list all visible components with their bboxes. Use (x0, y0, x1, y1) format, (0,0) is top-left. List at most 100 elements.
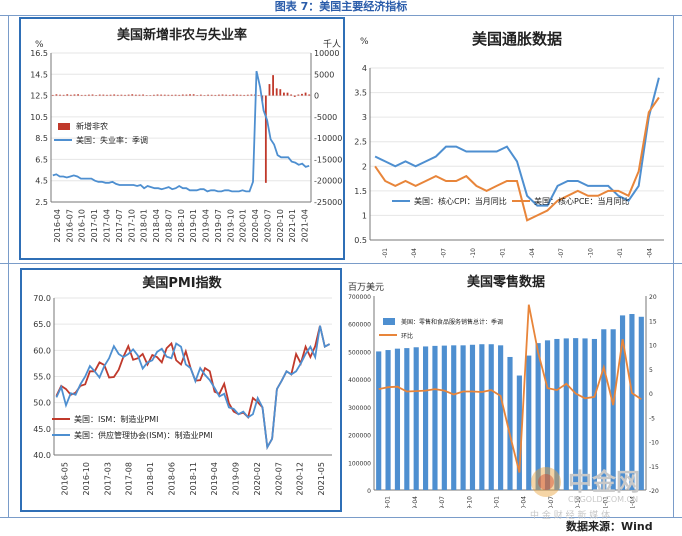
bar (131, 94, 134, 96)
bar (113, 94, 116, 96)
bar (120, 94, 123, 96)
bar (243, 94, 246, 96)
bar (638, 316, 644, 490)
bar (62, 94, 65, 96)
x-tick-label: 2018-04 (152, 209, 161, 242)
watermark-brand: 中金网 (568, 468, 640, 496)
x-tick-label: 2020-10 (588, 248, 595, 258)
bar (160, 94, 163, 96)
y-tick-label: 4.5 (35, 177, 48, 186)
bar (272, 75, 274, 96)
x-tick-label: 2017-10 (127, 209, 136, 242)
x-tick-label: 2017-08 (125, 462, 134, 495)
x-tick-label: 2020-01 (494, 496, 501, 508)
series-line (374, 77, 660, 207)
y-tick-label: 600000 (348, 322, 371, 329)
x-tick-label: 2019-01 (189, 209, 198, 242)
x-tick-label: 2018-01 (140, 209, 149, 242)
bar (149, 95, 152, 96)
inflation-chart-panel: 美国通胀数据% 0.5 1 1.5 2 2.5 3 3.5 4 2019-01 2019-04 201… (352, 18, 672, 273)
chart-title: 美国零售数据 (467, 274, 545, 290)
legend-label: 新增非农 (76, 121, 108, 131)
x-tick-label: 2019-10 (470, 248, 477, 258)
series-line (52, 70, 310, 193)
bar (469, 344, 476, 490)
bar (178, 94, 181, 96)
bar (77, 94, 79, 96)
y2-tick-label: -15000 (314, 155, 342, 164)
right-rule (673, 15, 674, 517)
bar (257, 95, 260, 96)
x-tick-label: 2019-04 (210, 462, 219, 495)
bar (507, 356, 513, 490)
legend-label: 美国：核心PCE：当月同比 (534, 196, 629, 206)
y-tick-label: 55.0 (33, 373, 51, 382)
y2-tick-label: -5 (649, 415, 655, 422)
y2-tick-label: -20000 (314, 177, 342, 186)
x-tick-label: 2021-05 (317, 462, 326, 495)
bar (69, 94, 72, 96)
y2-tick-label: 20 (649, 294, 657, 301)
bar (246, 94, 249, 96)
bar (59, 94, 61, 96)
bar (554, 338, 560, 490)
y-tick-label: 10.5 (30, 113, 48, 122)
bar (66, 94, 69, 96)
middle-rule (0, 263, 682, 264)
x-tick-label: 2020-04 (529, 248, 536, 258)
x-tick-label: 2020-07 (263, 209, 272, 242)
bar (293, 95, 296, 97)
bar (145, 95, 148, 96)
bar (142, 94, 144, 96)
retail-chart: 美国零售数据 百万美元 0 100000 200000 300000 400000 50000… (348, 274, 659, 521)
legend-label: 美国：供应管理协会(ISM)：制造业PMI (74, 430, 213, 440)
bar (236, 94, 238, 96)
x-tick-label: 2016-05 (60, 462, 69, 495)
y2-tick-label: 10 (649, 343, 657, 350)
bar (601, 329, 607, 490)
bar (95, 95, 98, 96)
cngold-logo: 中金网 CNGOLD.COM.CN 中 金 财 经 新 媒 体 (530, 467, 640, 521)
legend-swatch (58, 123, 70, 130)
left-rule (8, 15, 9, 517)
x-tick-label: 2018-11 (189, 462, 198, 495)
y2-tick-label: -10 (649, 440, 659, 447)
bar (124, 94, 126, 96)
bar (73, 94, 76, 96)
bar (192, 94, 195, 96)
y2-axis-unit: 千人 (323, 39, 341, 50)
bar (181, 94, 184, 96)
x-tick-label: 2021-01 (617, 248, 624, 258)
bar (196, 95, 199, 96)
bar (210, 94, 213, 96)
bar (297, 94, 300, 96)
bar (275, 88, 278, 96)
x-tick-label: 2019-10 (466, 496, 473, 508)
x-tick-label: 2019-01 (385, 496, 392, 508)
y-tick-label: 70.0 (33, 294, 51, 303)
bar (629, 314, 635, 490)
bar (207, 94, 209, 96)
y-tick-label: 16.5 (30, 49, 48, 58)
x-tick-label: 2016-04 (53, 209, 62, 242)
bar (232, 94, 235, 96)
y-tick-label: 45.0 (33, 425, 51, 434)
chart-title: 美国PMI指数 (142, 275, 222, 291)
y-tick-label: 500000 (348, 349, 371, 356)
pmi-chart: 美国PMI指数 40.0 45.0 50.0 55.0 60.0 65.0 70.0 2016-… (33, 275, 332, 495)
y-tick-label: 3.5 (354, 89, 367, 98)
bar (376, 351, 382, 490)
x-tick-label: 2019-04 (202, 209, 211, 242)
bar (404, 348, 410, 490)
x-tick-label: 2019-04 (412, 496, 419, 508)
bar (221, 94, 224, 96)
x-tick-label: 2021-04 (646, 248, 653, 258)
y2-tick-label: 15 (649, 318, 657, 325)
y-tick-label: 700000 (348, 294, 371, 301)
bar (441, 345, 447, 490)
bottom-rule (0, 517, 682, 518)
bar (156, 94, 159, 96)
y2-tick-label: -5000 (314, 113, 337, 122)
bar (573, 338, 579, 490)
bar (153, 94, 155, 96)
